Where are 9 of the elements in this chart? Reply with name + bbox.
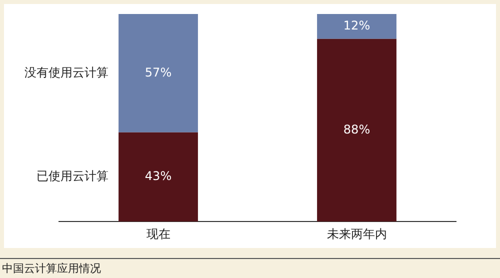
data-label: 12% xyxy=(343,18,370,33)
x-tick-label: 现在 xyxy=(146,226,170,241)
series-label: 已使用云计算 xyxy=(36,169,109,184)
x-tick-label: 未来两年内 xyxy=(326,226,387,241)
data-label: 88% xyxy=(343,122,370,136)
text: 中国云计算应用情况 xyxy=(2,261,101,276)
data-label: 43% xyxy=(144,169,172,184)
series-label: 没有使用云计算 xyxy=(24,65,109,80)
data-label: 57% xyxy=(144,65,172,80)
